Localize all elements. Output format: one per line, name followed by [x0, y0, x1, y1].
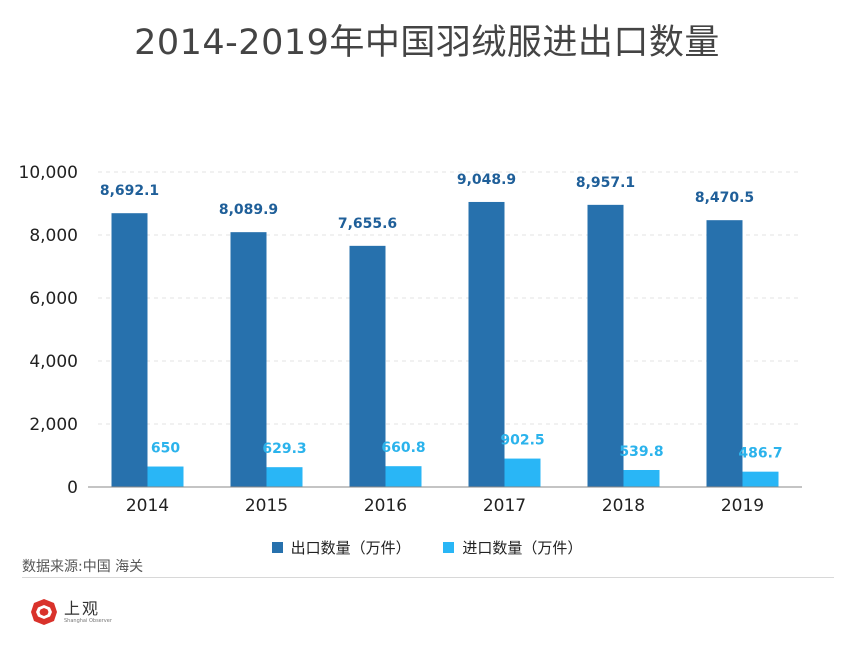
bar-import: [623, 469, 660, 487]
y-tick-label: 6,000: [29, 289, 78, 309]
x-tick-label: 2014: [126, 496, 169, 516]
shanghai-observer-logo-icon: [31, 599, 57, 625]
legend-item-import: 进口数量（万件）: [443, 537, 582, 558]
bar-export: [111, 213, 148, 487]
grid-lines: [98, 171, 802, 425]
bar-import: [266, 467, 303, 487]
y-tick-label: 8,000: [29, 226, 78, 246]
data-labels: 8,692.1 650 8,089.9 629.3 7,655.6 660.8 9,048.…: [100, 172, 783, 462]
bar-export: [706, 220, 743, 487]
x-tick-label: 2018: [602, 496, 645, 516]
legend: 出口数量（万件） 进口数量（万件）: [0, 537, 854, 558]
data-label-export: 8,089.9: [219, 202, 278, 218]
data-label-export: 8,957.1: [576, 175, 635, 191]
bar-import: [385, 466, 422, 487]
bars: [111, 201, 779, 487]
legend-item-export: 出口数量（万件）: [271, 537, 411, 558]
data-label-import: 650: [151, 441, 180, 457]
y-axis-ticks: 0 2,000 4,000 6,000 8,000 10,000: [19, 163, 78, 498]
data-label-export: 8,692.1: [100, 183, 159, 199]
x-axis-ticks: 2014 2015 2016 2017 2018 2019: [126, 496, 764, 516]
y-tick-label: 0: [67, 478, 78, 498]
logo-text-cn: 上观: [64, 598, 101, 618]
bar-import: [504, 458, 541, 487]
y-tick-label: 4,000: [29, 352, 78, 372]
x-tick-label: 2017: [483, 496, 526, 516]
legend-label-import: 进口数量（万件）: [462, 539, 583, 557]
data-label-import: 486.7: [738, 446, 782, 462]
y-tick-label: 2,000: [29, 415, 78, 435]
legend-swatch-import: [443, 542, 455, 553]
data-label-import: 629.3: [262, 441, 306, 457]
chart-title: 2014-2019年中国羽绒服进出口数量: [134, 23, 720, 63]
bar-import: [147, 466, 184, 487]
data-source: 数据来源:中国 海关: [22, 559, 144, 575]
divider: [22, 577, 834, 578]
bar-export: [230, 232, 267, 487]
data-label-export: 9,048.9: [457, 172, 516, 188]
y-tick-label: 10,000: [19, 163, 78, 183]
data-label-export: 8,470.5: [695, 190, 754, 206]
data-label-export: 7,655.6: [338, 216, 397, 232]
data-label-import: 902.5: [500, 433, 544, 449]
legend-swatch-export: [271, 542, 283, 553]
data-label-import: 539.8: [619, 444, 663, 460]
logo: 上观 Shanghai Observer: [30, 598, 112, 626]
bar-export: [468, 201, 505, 487]
x-tick-label: 2016: [364, 496, 407, 516]
bar-export: [587, 204, 624, 487]
x-tick-label: 2019: [721, 496, 764, 516]
logo-text-en: Shanghai Observer: [64, 617, 112, 624]
bar-import: [742, 471, 779, 487]
x-tick-label: 2015: [245, 496, 288, 516]
data-label-import: 660.8: [381, 440, 425, 456]
legend-label-export: 出口数量（万件）: [290, 539, 411, 557]
bar-export: [349, 245, 386, 487]
